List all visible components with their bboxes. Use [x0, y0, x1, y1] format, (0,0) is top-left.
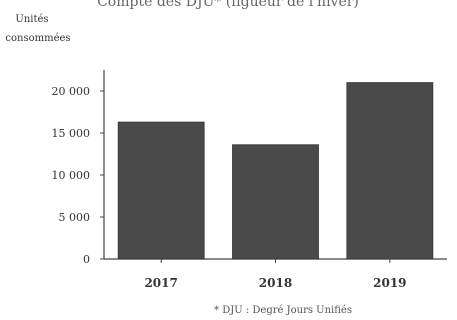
x-tick-label-2017: 2017 — [144, 276, 177, 290]
y-tick-label: 5 000 — [59, 211, 91, 224]
bar-2017 — [117, 121, 205, 260]
bars — [117, 82, 434, 260]
bar-2019 — [346, 82, 434, 260]
y-tick-label: 0 — [83, 253, 90, 266]
y-axis-label-line-2: consommées — [5, 33, 70, 44]
y-axis-ticks: 0 5 000 10 000 15 000 20 000 — [52, 85, 104, 266]
chart-footnote: * DJU : Degré Jours Unifiés — [214, 305, 352, 316]
x-tick-label-2018: 2018 — [259, 276, 292, 290]
x-tick-label-2019: 2019 — [373, 276, 406, 290]
y-tick-label: 10 000 — [52, 169, 91, 182]
y-tick-label: 15 000 — [52, 127, 91, 140]
y-tick-label: 20 000 — [52, 85, 91, 98]
bar-2018 — [232, 144, 319, 260]
chart-title: Compte des DJU* (figueur de l'hiver) — [97, 0, 359, 10]
y-axis-label-line-1: Unités — [15, 14, 48, 25]
x-axis-ticks: 2017 2018 2019 — [144, 259, 407, 290]
